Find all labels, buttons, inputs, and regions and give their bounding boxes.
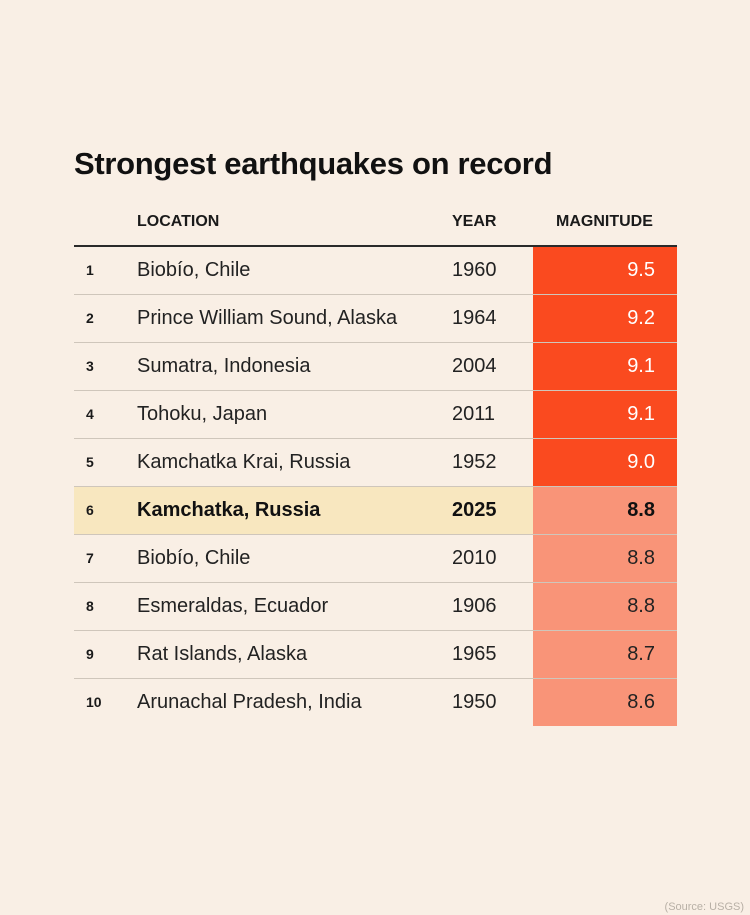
year-cell: 1960: [452, 259, 497, 281]
magnitude-cell: 8.8: [533, 487, 677, 534]
table-row: 6 Kamchatka, Russia 2025 8.8: [74, 487, 677, 535]
column-header-magnitude: MAGNITUDE: [556, 213, 653, 230]
table-row: 10 Arunachal Pradesh, India 1950 8.6: [74, 679, 677, 726]
location-cell: Biobío, Chile: [137, 259, 251, 281]
magnitude-cell: 8.6: [533, 679, 677, 726]
year-cell: 2025: [452, 499, 497, 521]
table-row: 3 Sumatra, Indonesia 2004 9.1: [74, 343, 677, 391]
magnitude-cell: 9.1: [533, 391, 677, 438]
location-cell: Prince William Sound, Alaska: [137, 307, 398, 329]
year-cell: 1952: [452, 451, 497, 473]
location-cell: Arunachal Pradesh, India: [137, 691, 362, 713]
rank-cell: 9: [86, 646, 94, 662]
table-row: 2 Prince William Sound, Alaska 1964 9.2: [74, 295, 677, 343]
table-row: 5 Kamchatka Krai, Russia 1952 9.0: [74, 439, 677, 487]
table-row: 8 Esmeraldas, Ecuador 1906 8.8: [74, 583, 677, 631]
source-note: (Source: USGS): [664, 901, 744, 913]
table-row: 9 Rat Islands, Alaska 1965 8.7: [74, 631, 677, 679]
column-header-location: LOCATION: [137, 213, 220, 230]
magnitude-cell: 8.8: [533, 535, 677, 582]
location-cell: Esmeraldas, Ecuador: [137, 595, 329, 617]
column-header-year: YEAR: [452, 213, 497, 230]
table-row: 4 Tohoku, Japan 2011 9.1: [74, 391, 677, 439]
location-cell: Kamchatka Krai, Russia: [137, 451, 351, 473]
earthquake-table: LOCATION YEAR MAGNITUDE 1 Biobío, Chile 19…: [74, 200, 677, 726]
magnitude-cell: 9.1: [533, 343, 677, 390]
rank-cell: 3: [86, 358, 94, 374]
year-cell: 1965: [452, 643, 497, 665]
rank-cell: 5: [86, 454, 94, 470]
location-cell: Rat Islands, Alaska: [137, 643, 308, 665]
rank-cell: 1: [86, 262, 94, 278]
rank-cell: 4: [86, 406, 94, 422]
rank-cell: 8: [86, 598, 94, 614]
year-cell: 1950: [452, 691, 497, 713]
year-cell: 2010: [452, 547, 497, 569]
rank-cell: 2: [86, 310, 94, 326]
chart-title: Strongest earthquakes on record: [74, 146, 553, 181]
table-header: LOCATION YEAR MAGNITUDE: [74, 200, 677, 247]
table-row: 7 Biobío, Chile 2010 8.8: [74, 535, 677, 583]
table-row: 1 Biobío, Chile 1960 9.5: [74, 247, 677, 295]
magnitude-cell: 9.5: [533, 247, 677, 294]
year-cell: 2004: [452, 355, 497, 377]
rank-cell: 7: [86, 550, 94, 566]
magnitude-cell: 9.0: [533, 439, 677, 486]
location-cell: Sumatra, Indonesia: [137, 355, 311, 377]
magnitude-cell: 8.7: [533, 631, 677, 678]
location-cell: Kamchatka, Russia: [137, 499, 321, 521]
magnitude-cell: 9.2: [533, 295, 677, 342]
table-body: 1 Biobío, Chile 1960 9.5 2 Prince William Sou…: [74, 247, 677, 726]
rank-cell: 10: [86, 694, 102, 710]
location-cell: Biobío, Chile: [137, 547, 251, 569]
year-cell: 1964: [452, 307, 497, 329]
location-cell: Tohoku, Japan: [137, 403, 268, 425]
year-cell: 1906: [452, 595, 497, 617]
rank-cell: 6: [86, 502, 94, 518]
magnitude-cell: 8.8: [533, 583, 677, 630]
year-cell: 2011: [452, 403, 496, 425]
